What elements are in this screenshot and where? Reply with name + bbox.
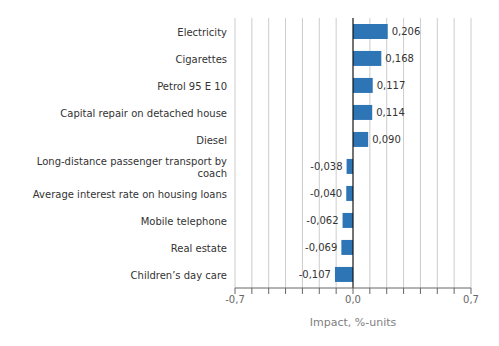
svg-text:Long-distance passenger transp: Long-distance passenger transport bycoac… bbox=[37, 155, 227, 178]
svg-text:0,206: 0,206 bbox=[392, 26, 421, 37]
svg-text:-0,040: -0,040 bbox=[310, 188, 342, 199]
svg-text:Mobile telephone: Mobile telephone bbox=[141, 215, 227, 226]
svg-text:-0,062: -0,062 bbox=[306, 215, 338, 226]
svg-text:Electricity: Electricity bbox=[177, 26, 227, 37]
svg-text:0,090: 0,090 bbox=[372, 134, 401, 145]
svg-text:Children’s day care: Children’s day care bbox=[131, 269, 227, 280]
svg-text:Capital repair on detached hou: Capital repair on detached house bbox=[60, 107, 227, 118]
svg-text:-0,107: -0,107 bbox=[299, 269, 331, 280]
svg-text:0,114: 0,114 bbox=[376, 107, 405, 118]
svg-text:Impact, %-units: Impact, %-units bbox=[310, 316, 397, 329]
svg-text:0,117: 0,117 bbox=[377, 80, 406, 91]
svg-text:Petrol 95 E 10: Petrol 95 E 10 bbox=[157, 80, 227, 91]
svg-text:-0,7: -0,7 bbox=[225, 294, 245, 305]
svg-text:Real estate: Real estate bbox=[171, 242, 227, 253]
svg-text:-0,038: -0,038 bbox=[310, 161, 342, 172]
svg-text:0,7: 0,7 bbox=[463, 294, 479, 305]
svg-text:0,0: 0,0 bbox=[345, 294, 361, 305]
svg-text:-0,069: -0,069 bbox=[305, 242, 337, 253]
svg-text:Cigarettes: Cigarettes bbox=[176, 53, 227, 64]
svg-text:0,168: 0,168 bbox=[385, 53, 414, 64]
svg-text:Diesel: Diesel bbox=[196, 134, 227, 145]
svg-text:Average interest rate on housi: Average interest rate on housing loans bbox=[33, 188, 227, 199]
